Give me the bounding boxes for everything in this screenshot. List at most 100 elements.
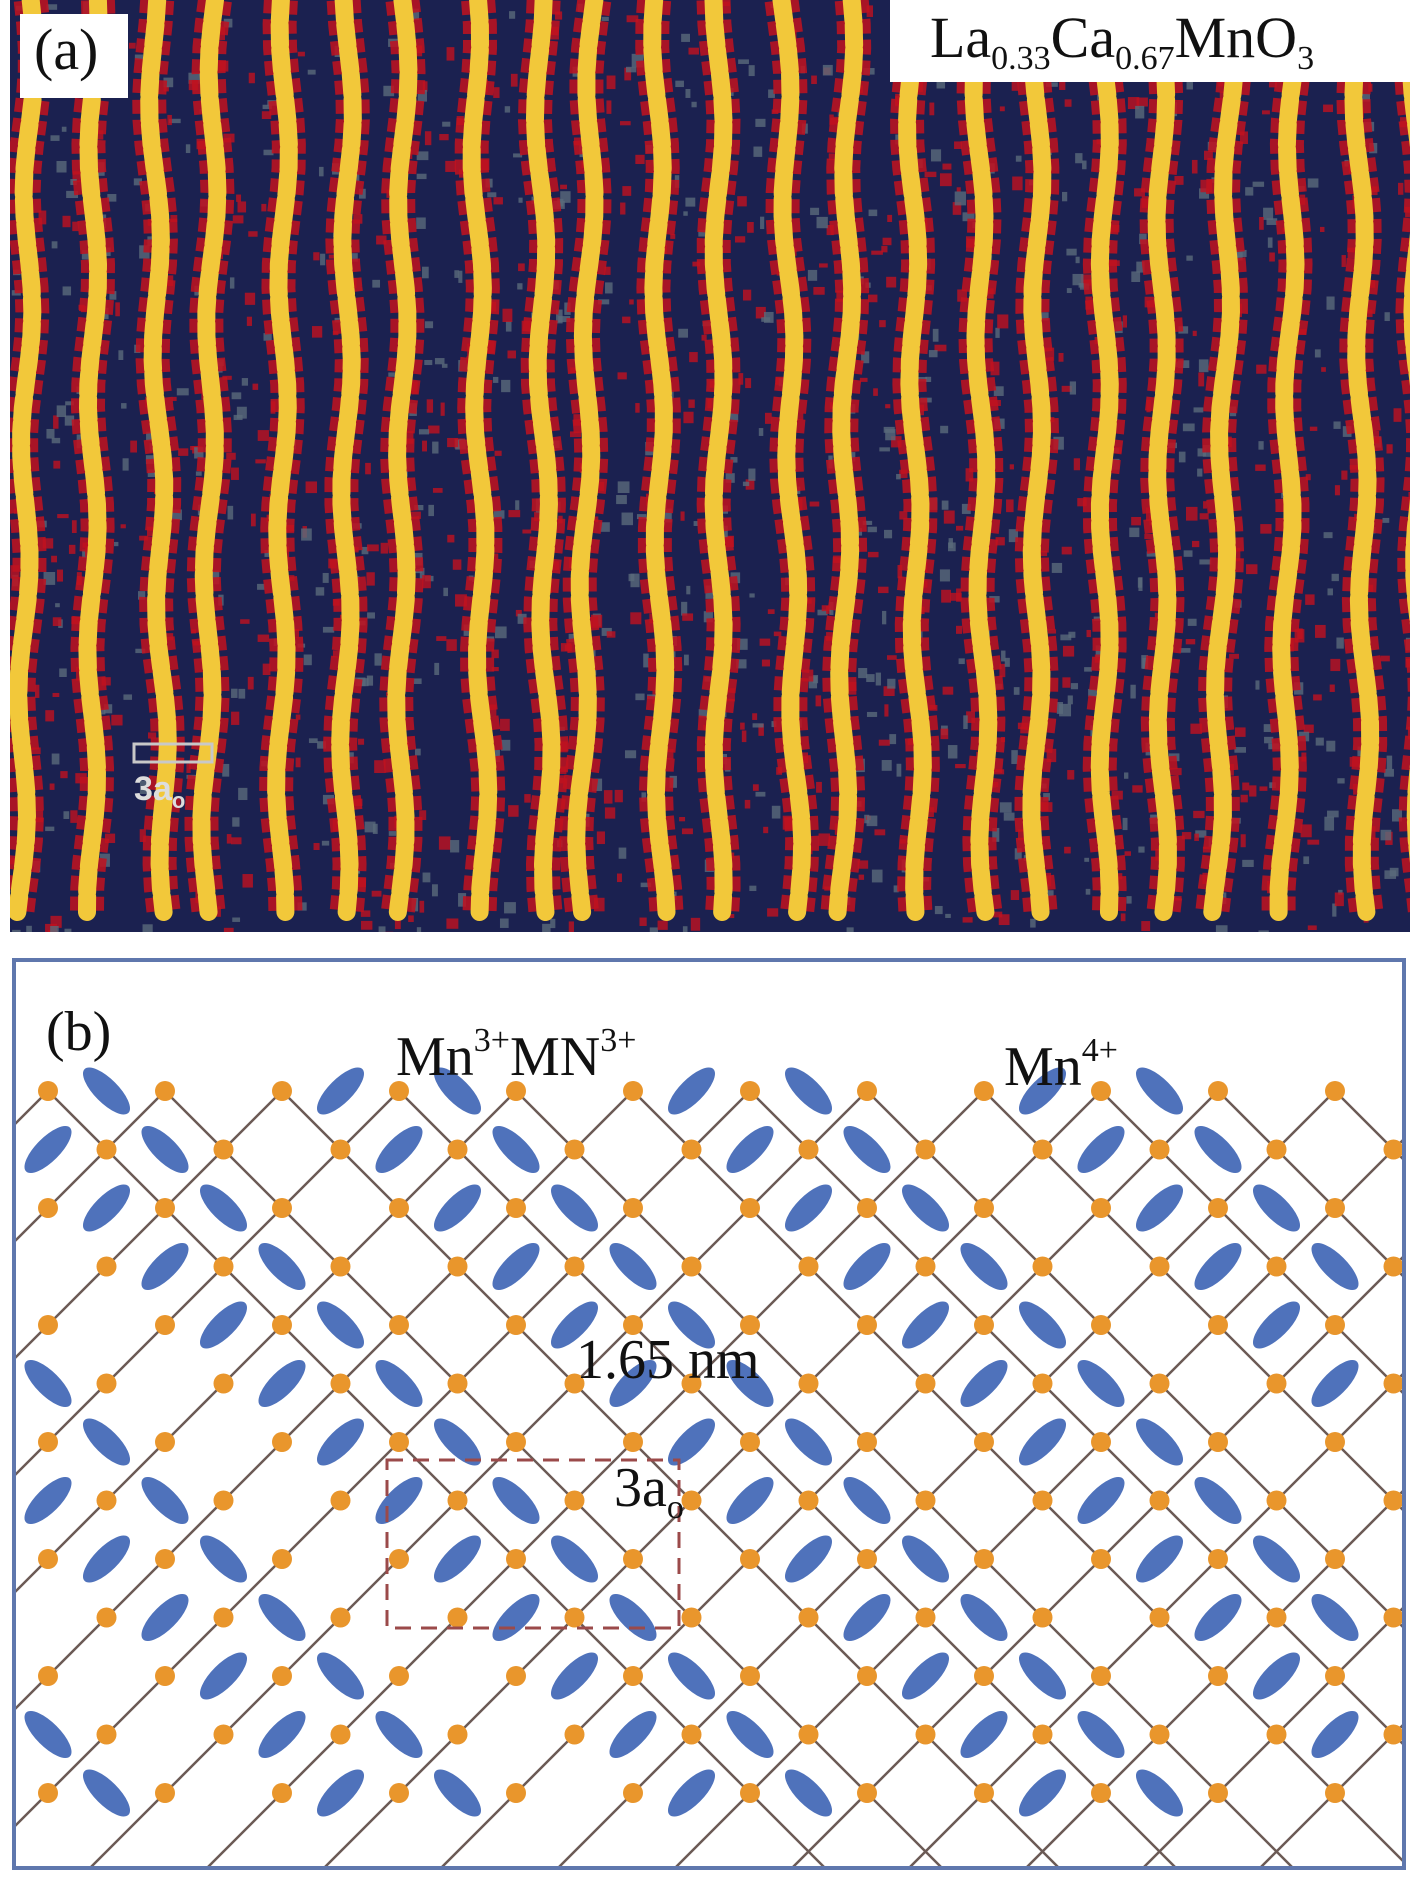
noise-speck (752, 784, 759, 791)
noise-speck (1204, 150, 1213, 160)
noise-speck (1389, 867, 1399, 877)
mn3-orbital (375, 1125, 423, 1174)
noise-speck (1336, 637, 1344, 649)
noise-speck (689, 352, 698, 363)
mn4-atom (1149, 1373, 1170, 1394)
noise-speck (868, 294, 878, 303)
mn4-atom (330, 1373, 351, 1394)
noise-speck (446, 918, 459, 929)
noise-speck (176, 388, 189, 396)
mn3-orbital (1077, 1476, 1125, 1525)
noise-speck (146, 431, 156, 441)
noise-speck (66, 190, 79, 199)
noise-speck (868, 209, 878, 217)
noise-speck (237, 201, 247, 213)
noise-speck (884, 529, 893, 539)
noise-speck (424, 131, 432, 146)
noise-speck (617, 372, 627, 380)
mn4-atom (38, 1315, 58, 1335)
mn3-orbital (1135, 1769, 1184, 1817)
mn4-atom (798, 1607, 819, 1628)
noise-speck (857, 860, 869, 869)
noise-speck (1327, 588, 1333, 596)
noise-speck (422, 575, 431, 589)
noise-speck (801, 669, 814, 682)
noise-speck (1255, 464, 1266, 471)
noise-speck (1235, 249, 1247, 258)
noise-speck (1144, 533, 1154, 540)
noise-speck (42, 538, 54, 549)
noise-speck (518, 197, 523, 203)
mn4-atom (974, 1081, 994, 1101)
noise-speck (1183, 550, 1193, 557)
noise-speck (1072, 273, 1084, 286)
noise-speck (1193, 810, 1205, 819)
mn4-atom (915, 1256, 936, 1277)
mn4-atom (506, 1666, 526, 1686)
noise-speck (236, 194, 242, 202)
noise-speck (378, 926, 386, 932)
mn4-atom (1032, 1724, 1053, 1745)
mn3-orbital (1077, 1125, 1125, 1174)
noise-speck (365, 462, 371, 475)
mn4-atom (506, 1432, 526, 1452)
noise-speck (293, 629, 300, 638)
mn3-orbital (1194, 1242, 1242, 1291)
noise-speck (505, 321, 512, 332)
mn4-atom (155, 1432, 175, 1452)
noise-speck (426, 399, 434, 413)
noise-speck (604, 266, 611, 275)
noise-speck (1066, 288, 1072, 294)
noise-speck (357, 738, 365, 745)
noise-speck (1215, 925, 1228, 932)
noise-speck (383, 85, 395, 97)
mn4-atom (857, 1666, 877, 1686)
noise-speck (939, 569, 950, 582)
mn4-atom (798, 1256, 819, 1277)
mn4-atom (623, 1315, 643, 1335)
noise-speck (492, 749, 500, 762)
noise-speck (639, 917, 647, 926)
charge-stripe (1195, 0, 1253, 921)
noise-speck (244, 292, 256, 305)
noise-speck (1141, 655, 1149, 669)
mn4-atom (798, 1373, 819, 1394)
charge-stripe (820, 0, 872, 921)
noise-speck (257, 430, 269, 441)
noise-speck (604, 807, 616, 819)
mn4-atom (1325, 1549, 1345, 1569)
mn3-orbital (316, 1769, 365, 1817)
noise-speck (322, 572, 329, 583)
noise-speck (226, 452, 236, 460)
noise-speck (1132, 785, 1143, 793)
noise-speck (630, 612, 642, 625)
noise-speck (1197, 468, 1203, 477)
mn3-orbital (609, 1242, 657, 1291)
mn4-atom (974, 1198, 994, 1218)
mn4-atom (1032, 1256, 1053, 1277)
noise-speck (891, 436, 902, 448)
noise-speck (866, 711, 878, 717)
noise-speck (46, 428, 55, 439)
mn4-atom (564, 1373, 585, 1394)
noise-speck (417, 89, 427, 102)
noise-speck (494, 510, 505, 519)
noise-speck (1084, 667, 1092, 672)
noise-speck (1326, 740, 1336, 752)
noise-speck (885, 429, 896, 441)
mn4-atom (1208, 1666, 1228, 1686)
mn3-orbital (1018, 1067, 1067, 1115)
noise-speck (681, 33, 691, 42)
mn3-orbital (316, 1301, 365, 1349)
noise-speck (1124, 851, 1131, 856)
noise-speck (422, 81, 428, 92)
charge-stripe (1336, 0, 1388, 921)
mn4-atom (623, 1666, 643, 1686)
noise-speck (796, 413, 804, 420)
noise-speck (682, 926, 688, 932)
noise-speck (1261, 110, 1270, 115)
mn4-atom (38, 1549, 58, 1569)
noise-speck (1058, 352, 1064, 362)
noise-speck (172, 396, 177, 401)
noise-speck (120, 524, 126, 529)
